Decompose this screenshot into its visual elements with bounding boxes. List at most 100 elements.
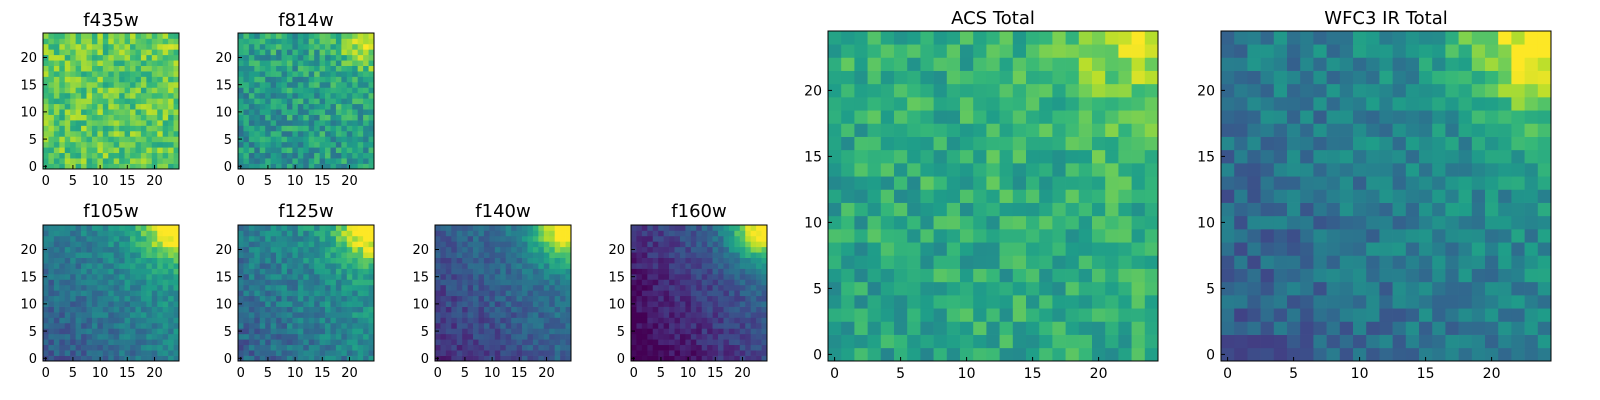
heatmap-cell: [1039, 334, 1053, 349]
heatmap-cell: [254, 49, 261, 56]
heatmap-cell: [238, 257, 244, 264]
heatmap-cell: [59, 301, 66, 307]
heatmap-cell: [532, 284, 539, 291]
heatmap-cell: [325, 125, 331, 132]
heatmap-cell: [1498, 136, 1512, 151]
heatmap-cell: [281, 71, 288, 77]
heatmap-cell: [867, 123, 882, 137]
heatmap-cell: [707, 235, 713, 242]
heatmap-cell: [124, 306, 131, 313]
heatmap-cell: [330, 301, 337, 307]
heatmap-cell: [986, 31, 1000, 45]
heatmap-cell: [346, 65, 353, 72]
heatmap-cell: [1052, 57, 1066, 71]
heatmap-cell: [254, 130, 261, 137]
heatmap-cell: [999, 308, 1014, 322]
heatmap-cell: [1078, 229, 1093, 243]
heatmap-cell: [363, 60, 369, 66]
heatmap-cell: [265, 130, 271, 137]
heatmap-cell: [75, 147, 82, 154]
heatmap-cell: [91, 257, 98, 264]
heatmap-cell: [346, 317, 353, 324]
heatmap-cell: [135, 87, 142, 94]
heatmap-cell: [254, 125, 261, 132]
heatmap-cell: [146, 125, 153, 132]
heatmap-cell: [986, 70, 1000, 85]
heatmap-cell: [516, 235, 523, 242]
heatmap-cell: [75, 81, 82, 88]
heatmap-cell: [86, 120, 93, 126]
heatmap-cell: [286, 33, 293, 39]
heatmap-cell: [560, 268, 566, 275]
heatmap-cell: [91, 98, 98, 105]
heatmap-cell: [335, 152, 342, 159]
heatmap-cell: [297, 268, 304, 275]
heatmap-cell: [276, 76, 282, 83]
heatmap-cell: [1339, 215, 1354, 230]
heatmap-cell: [1273, 215, 1288, 230]
heatmap-cell: [920, 176, 934, 190]
heatmap-cell: [319, 130, 326, 137]
heatmap-cell: [102, 301, 109, 307]
heatmap-cell: [102, 268, 109, 275]
heatmap-cell: [276, 284, 282, 291]
heatmap-cell: [907, 321, 921, 335]
heatmap-cell: [308, 295, 315, 302]
heatmap-cell: [986, 189, 1000, 203]
heatmap-cell: [456, 252, 463, 258]
heatmap-cell: [1471, 242, 1486, 256]
heatmap-cell: [1012, 215, 1027, 230]
heatmap-cell: [330, 163, 337, 170]
heatmap-cell: [341, 125, 348, 132]
heatmap-cell: [135, 54, 142, 61]
heatmap-cell: [292, 43, 299, 50]
heatmap-cell: [828, 334, 842, 349]
heatmap-cell: [368, 98, 375, 105]
heatmap-cell: [259, 114, 266, 121]
y-tick-label: 15: [215, 270, 232, 285]
heatmap-cell: [81, 355, 87, 362]
heatmap-cell: [920, 70, 934, 85]
heatmap-cell: [70, 235, 76, 242]
heatmap-cell: [70, 246, 76, 253]
heatmap-cell: [270, 273, 277, 280]
heatmap-cell: [286, 43, 293, 50]
heatmap-cell: [652, 235, 659, 242]
heatmap-cell: [157, 152, 164, 159]
heatmap-cell: [674, 355, 681, 362]
heatmap-cell: [549, 279, 556, 286]
heatmap-cell: [560, 279, 566, 286]
heatmap-cell: [549, 317, 556, 324]
heatmap-cell: [1105, 281, 1119, 296]
heatmap-cell: [701, 328, 708, 335]
heatmap-cell: [986, 149, 1000, 164]
heatmap-cell: [363, 33, 369, 39]
heatmap-cell: [1221, 176, 1235, 190]
y-tick-label: 20: [608, 243, 625, 258]
heatmap-cell: [1065, 149, 1080, 164]
heatmap-cell: [674, 312, 681, 318]
heatmap-cell: [1273, 163, 1288, 177]
heatmap-cell: [363, 109, 369, 115]
heatmap-cell: [330, 295, 337, 302]
heatmap-cell: [346, 103, 353, 110]
heatmap-cell: [248, 290, 255, 297]
heatmap-cell: [243, 65, 250, 72]
heatmap-cell: [511, 246, 517, 253]
heatmap-cell: [135, 317, 142, 324]
heatmap-cell: [173, 103, 180, 110]
heatmap-cell: [750, 252, 757, 258]
heatmap-cell: [1366, 255, 1380, 269]
heatmap-cell: [308, 252, 315, 258]
heatmap-cell: [297, 163, 304, 170]
x-tick-label: 5: [69, 366, 77, 381]
heatmap-cell: [723, 333, 730, 340]
heatmap-cell: [276, 103, 282, 110]
heatmap-cell: [445, 257, 452, 264]
heatmap-cell: [1353, 321, 1367, 335]
heatmap-cell: [140, 87, 147, 94]
heatmap-cell: [554, 241, 561, 248]
heatmap-cell: [308, 163, 315, 170]
heatmap-cell: [854, 44, 868, 58]
heatmap-cell: [467, 230, 474, 237]
